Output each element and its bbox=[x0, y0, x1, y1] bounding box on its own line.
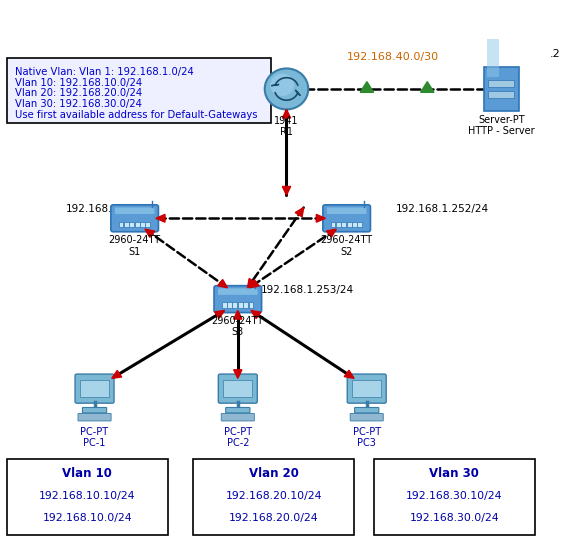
Text: PC-PT
PC-2: PC-PT PC-2 bbox=[223, 427, 252, 448]
Polygon shape bbox=[327, 229, 336, 237]
FancyBboxPatch shape bbox=[488, 92, 514, 98]
FancyBboxPatch shape bbox=[223, 379, 252, 397]
Polygon shape bbox=[316, 215, 325, 222]
Text: Vlan 10: 192.168.10.0/24: Vlan 10: 192.168.10.0/24 bbox=[15, 78, 143, 88]
FancyBboxPatch shape bbox=[193, 459, 354, 535]
Circle shape bbox=[265, 68, 308, 109]
FancyBboxPatch shape bbox=[347, 222, 351, 227]
Polygon shape bbox=[360, 82, 374, 92]
FancyBboxPatch shape bbox=[115, 208, 154, 214]
FancyBboxPatch shape bbox=[358, 222, 362, 227]
Polygon shape bbox=[156, 215, 165, 222]
FancyBboxPatch shape bbox=[336, 222, 341, 227]
Polygon shape bbox=[282, 109, 291, 118]
FancyBboxPatch shape bbox=[124, 222, 129, 227]
Polygon shape bbox=[344, 370, 354, 378]
Text: 192.168.20.10/24: 192.168.20.10/24 bbox=[225, 491, 322, 501]
Text: 192.168.30.0/24: 192.168.30.0/24 bbox=[409, 513, 499, 523]
Polygon shape bbox=[249, 280, 259, 288]
FancyBboxPatch shape bbox=[218, 288, 257, 295]
Polygon shape bbox=[421, 82, 434, 92]
FancyBboxPatch shape bbox=[221, 413, 254, 421]
FancyBboxPatch shape bbox=[342, 222, 346, 227]
Polygon shape bbox=[282, 186, 291, 195]
Text: Use first available address for Default-Gateways: Use first available address for Default-… bbox=[15, 110, 258, 120]
FancyBboxPatch shape bbox=[249, 302, 253, 308]
FancyBboxPatch shape bbox=[486, 39, 499, 78]
Polygon shape bbox=[215, 310, 225, 319]
Text: .2: .2 bbox=[550, 49, 561, 59]
FancyBboxPatch shape bbox=[146, 222, 150, 227]
FancyBboxPatch shape bbox=[83, 407, 107, 413]
Text: 2960-24TT
S2: 2960-24TT S2 bbox=[321, 235, 372, 257]
FancyBboxPatch shape bbox=[484, 67, 519, 111]
FancyBboxPatch shape bbox=[331, 222, 335, 227]
FancyBboxPatch shape bbox=[327, 208, 366, 214]
Text: 1941
R1: 1941 R1 bbox=[274, 116, 299, 137]
FancyBboxPatch shape bbox=[355, 407, 379, 413]
Polygon shape bbox=[248, 279, 256, 288]
Polygon shape bbox=[295, 90, 300, 95]
FancyBboxPatch shape bbox=[323, 205, 370, 232]
FancyBboxPatch shape bbox=[227, 302, 232, 308]
Polygon shape bbox=[112, 370, 121, 378]
Text: PC-PT
PC3: PC-PT PC3 bbox=[352, 427, 381, 448]
FancyBboxPatch shape bbox=[222, 302, 226, 308]
Text: 2960-24TT
S1: 2960-24TT S1 bbox=[109, 235, 160, 257]
FancyBboxPatch shape bbox=[488, 80, 514, 87]
FancyBboxPatch shape bbox=[350, 413, 383, 421]
FancyBboxPatch shape bbox=[238, 302, 242, 308]
Text: Vlan 20: 192.168.20.0/24: Vlan 20: 192.168.20.0/24 bbox=[15, 88, 143, 99]
Polygon shape bbox=[295, 208, 304, 217]
FancyBboxPatch shape bbox=[352, 379, 381, 397]
FancyBboxPatch shape bbox=[140, 222, 145, 227]
Polygon shape bbox=[234, 370, 242, 378]
FancyBboxPatch shape bbox=[347, 374, 386, 403]
FancyBboxPatch shape bbox=[226, 407, 250, 413]
Text: 192.168.1.252/24: 192.168.1.252/24 bbox=[395, 204, 489, 214]
Text: Vlan 30: Vlan 30 bbox=[429, 467, 479, 480]
FancyBboxPatch shape bbox=[135, 222, 139, 227]
FancyBboxPatch shape bbox=[75, 374, 114, 403]
Text: Vlan 30: 192.168.30.0/24: Vlan 30: 192.168.30.0/24 bbox=[15, 99, 142, 109]
Text: 192.168.10.0/24: 192.168.10.0/24 bbox=[42, 513, 132, 523]
Polygon shape bbox=[218, 280, 227, 288]
Text: 2960-24TT
S3: 2960-24TT S3 bbox=[212, 316, 264, 337]
Text: 192.168.20.0/24: 192.168.20.0/24 bbox=[229, 513, 319, 523]
Polygon shape bbox=[251, 310, 261, 319]
Text: Vlan 10: Vlan 10 bbox=[62, 467, 112, 480]
FancyBboxPatch shape bbox=[129, 222, 134, 227]
FancyBboxPatch shape bbox=[111, 205, 158, 232]
FancyBboxPatch shape bbox=[78, 413, 111, 421]
Text: Server-PT
HTTP - Server: Server-PT HTTP - Server bbox=[468, 115, 535, 136]
Text: 192.168.40.0/30: 192.168.40.0/30 bbox=[347, 52, 438, 61]
FancyBboxPatch shape bbox=[7, 58, 271, 123]
Text: 192.168.1.253/24: 192.168.1.253/24 bbox=[261, 285, 354, 295]
Text: PC-PT
PC-1: PC-PT PC-1 bbox=[80, 427, 109, 448]
FancyBboxPatch shape bbox=[352, 222, 357, 227]
FancyBboxPatch shape bbox=[218, 374, 257, 403]
FancyBboxPatch shape bbox=[80, 379, 109, 397]
FancyBboxPatch shape bbox=[7, 459, 168, 535]
Polygon shape bbox=[145, 229, 155, 237]
FancyBboxPatch shape bbox=[119, 222, 123, 227]
Circle shape bbox=[270, 73, 294, 96]
Text: 192.168.1.251/24: 192.168.1.251/24 bbox=[66, 204, 159, 214]
Text: 192.168.10.10/24: 192.168.10.10/24 bbox=[39, 491, 136, 501]
FancyBboxPatch shape bbox=[214, 286, 261, 313]
Polygon shape bbox=[234, 310, 242, 319]
FancyBboxPatch shape bbox=[374, 459, 535, 535]
FancyBboxPatch shape bbox=[243, 302, 248, 308]
Text: Vlan 20: Vlan 20 bbox=[249, 467, 299, 480]
Text: 192.168.30.10/24: 192.168.30.10/24 bbox=[406, 491, 503, 501]
Text: Native Vlan: Vlan 1: 192.168.1.0/24: Native Vlan: Vlan 1: 192.168.1.0/24 bbox=[15, 67, 194, 77]
FancyBboxPatch shape bbox=[233, 302, 237, 308]
Polygon shape bbox=[272, 85, 279, 86]
